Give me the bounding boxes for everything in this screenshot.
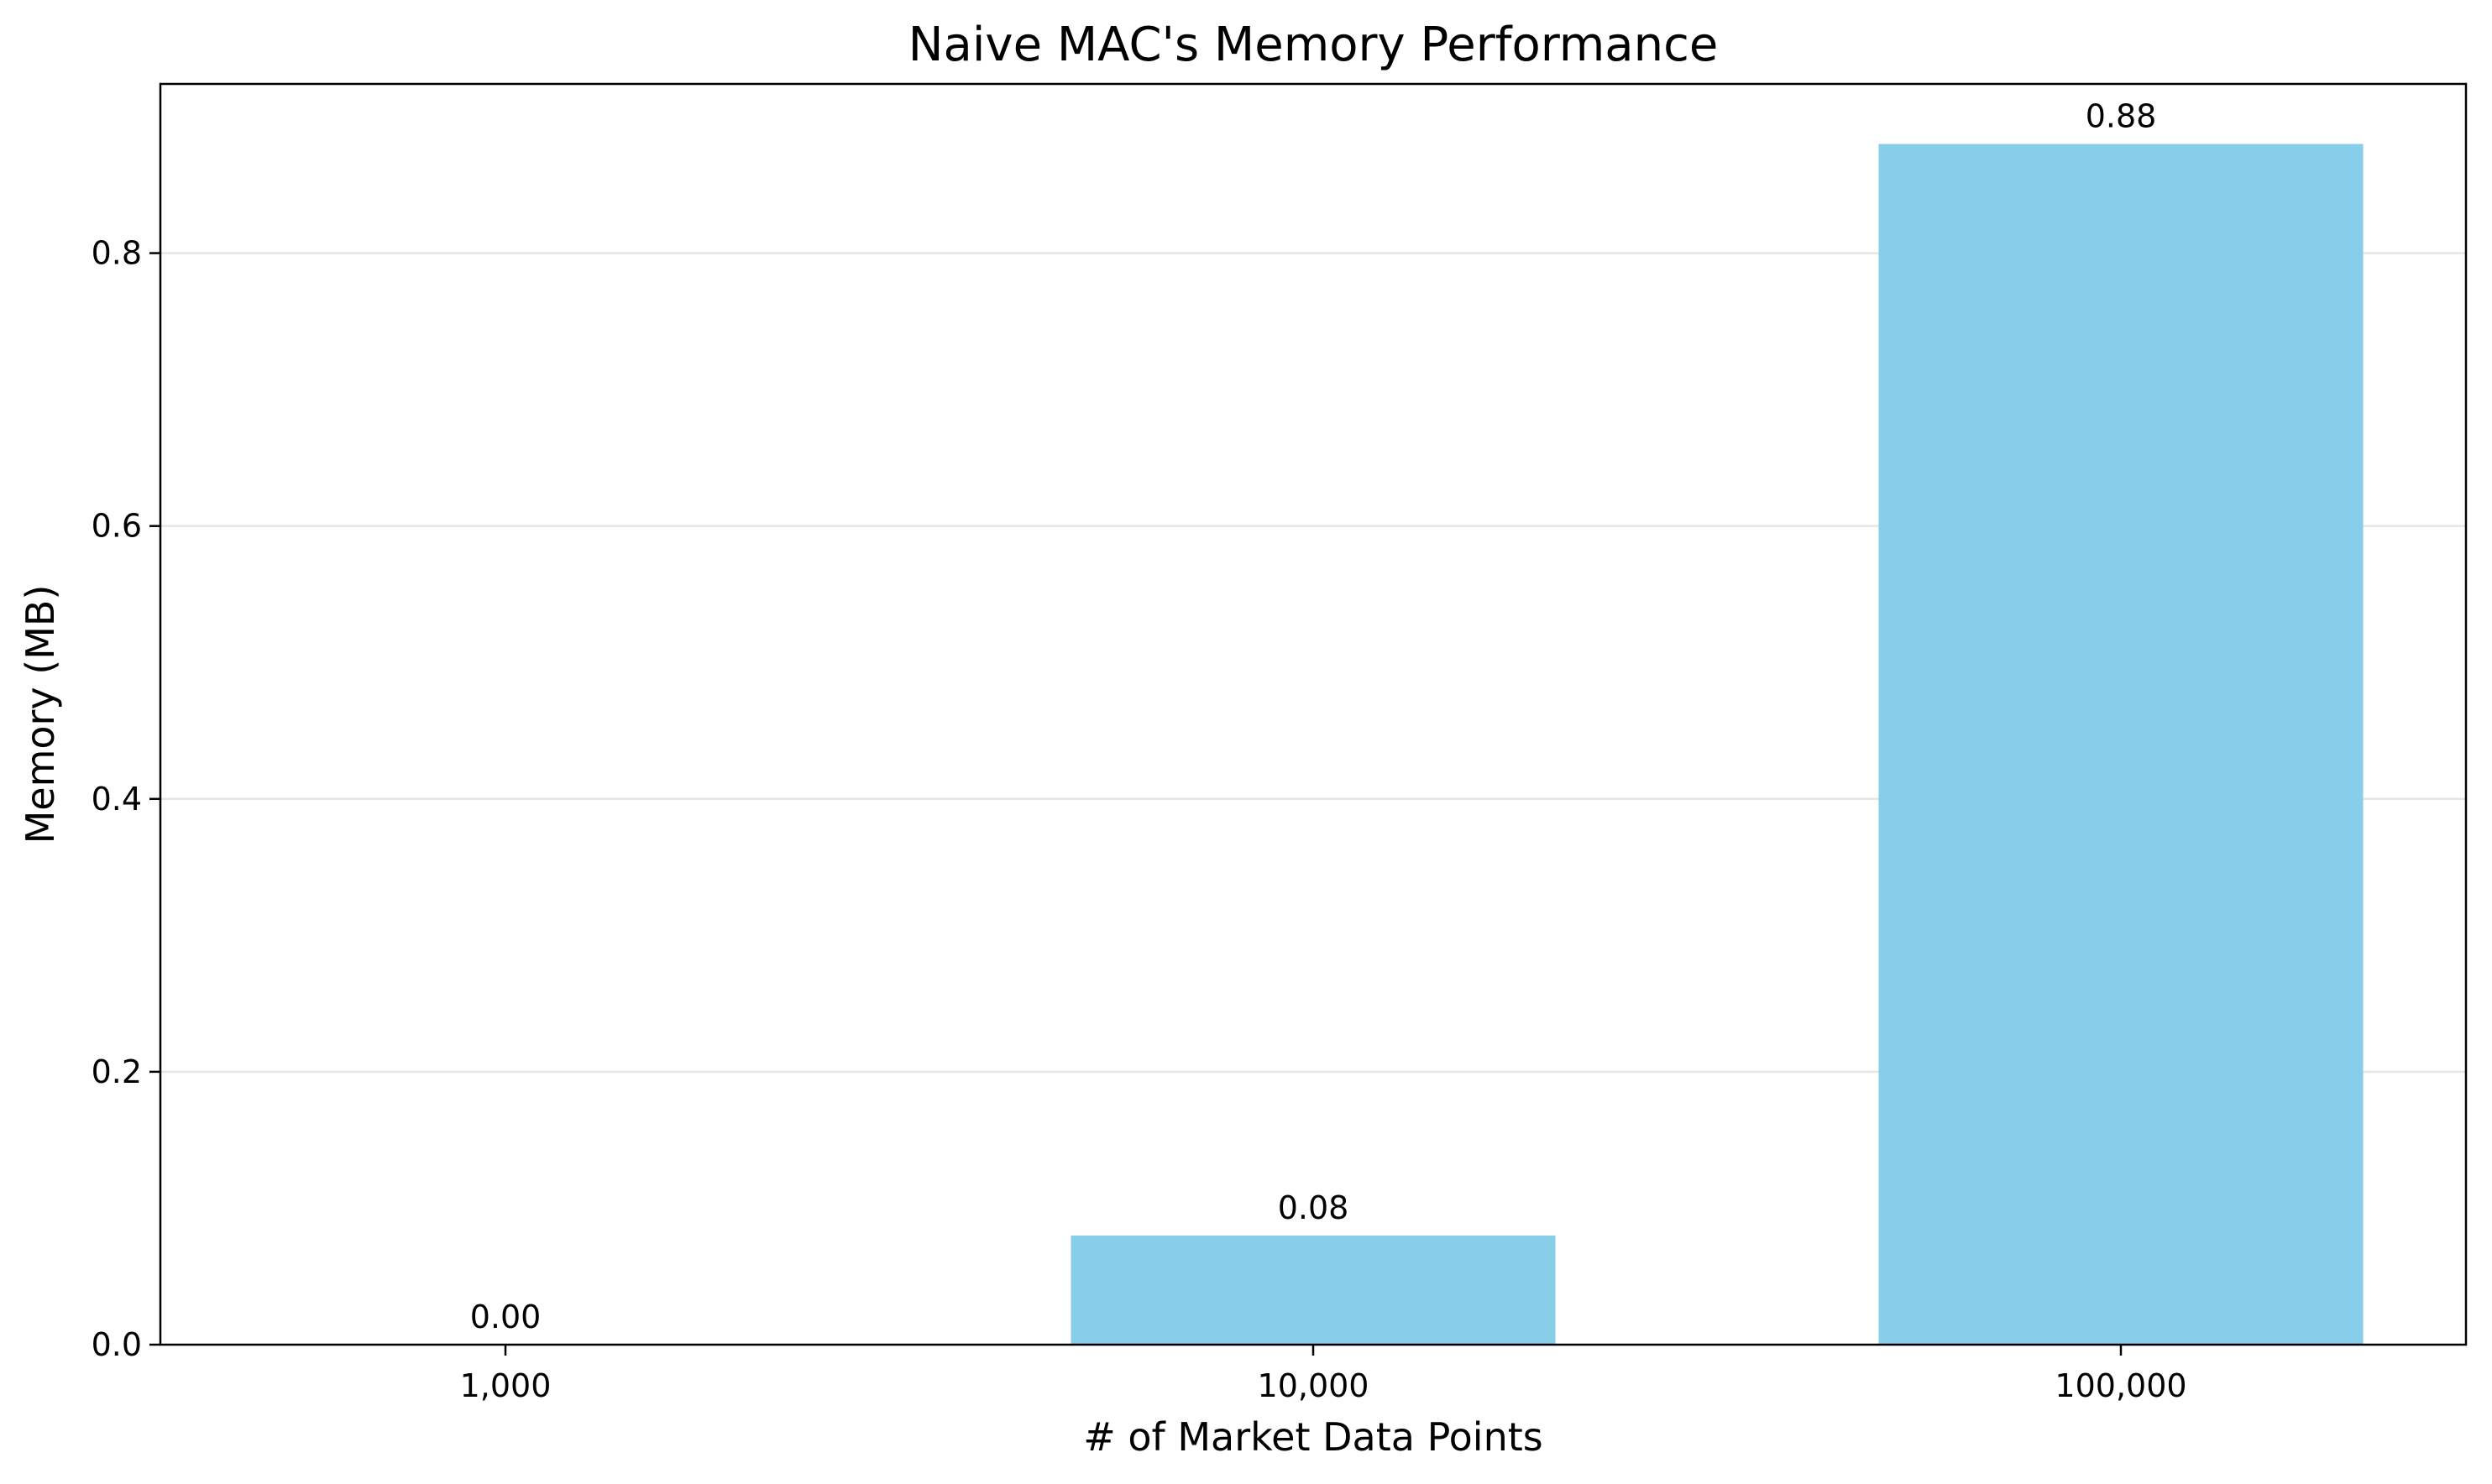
y-axis-label: Memory (MB)	[18, 585, 63, 844]
x-tick-label: 1,000	[460, 1367, 552, 1404]
x-tick-label: 100,000	[2055, 1367, 2186, 1404]
bar-value-label: 0.00	[470, 1298, 542, 1335]
bar	[1071, 1235, 1556, 1345]
chart-title: Naive MAC's Memory Performance	[908, 18, 1719, 72]
bar-value-labels: 0.00 0.08 0.88	[470, 98, 2157, 1335]
x-tick-label: 10,000	[1258, 1367, 1369, 1404]
bar	[1878, 144, 2364, 1345]
y-axis-ticks: 0.0 0.2 0.4 0.6 0.8	[92, 235, 160, 1363]
y-tick-label: 0.6	[92, 508, 142, 545]
x-axis-ticks: 1,000 10,000 100,000	[460, 1345, 2187, 1404]
bars	[1071, 144, 2364, 1345]
bar-value-label: 0.08	[1278, 1189, 1349, 1226]
y-tick-label: 0.0	[92, 1326, 142, 1363]
bar-value-label: 0.88	[2086, 98, 2157, 135]
y-tick-label: 0.4	[92, 781, 142, 818]
x-axis-label: # of Market Data Points	[1083, 1414, 1543, 1460]
y-tick-label: 0.8	[92, 235, 142, 272]
y-tick-label: 0.2	[92, 1053, 142, 1090]
